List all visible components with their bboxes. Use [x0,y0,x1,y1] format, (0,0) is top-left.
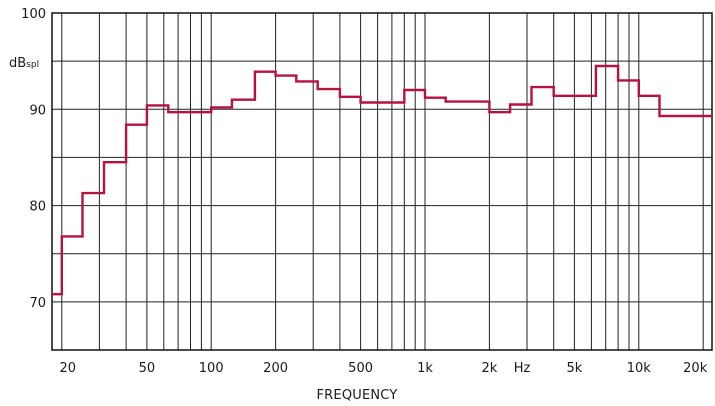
y-axis-unit-subscript: spl [26,60,39,70]
y-tick-label: 70 [29,296,46,311]
x-tick-label: 10k [627,361,652,376]
x-tick-label: 200 [263,361,288,376]
x-axis-title: FREQUENCY [317,388,398,403]
y-axis-unit-main: dB [9,56,26,71]
x-tick-label: 20 [60,361,77,376]
y-tick-labels: 70 80 90 100 [21,7,46,311]
response-line [52,64,712,296]
x-tick-label: 1k [417,361,433,376]
y-tick-label: 90 [29,103,46,118]
y-axis-unit-label: dBspl [9,56,39,71]
x-tick-label: 2k [481,361,497,376]
x-tick-labels: 20 50 100 200 500 1k 2k 5k 10k 20k [60,361,708,376]
x-tick-label: 5k [566,361,582,376]
x-tick-label: 100 [199,361,224,376]
x-tick-label: 50 [139,361,156,376]
x-tick-label: 20k [683,361,708,376]
plot-frame [51,12,713,351]
x-tick-label: 500 [348,361,373,376]
x-axis-unit-label: Hz [514,361,531,376]
y-tick-label: 100 [21,7,46,22]
grid-lines [52,12,712,350]
y-tick-label: 80 [29,200,46,215]
